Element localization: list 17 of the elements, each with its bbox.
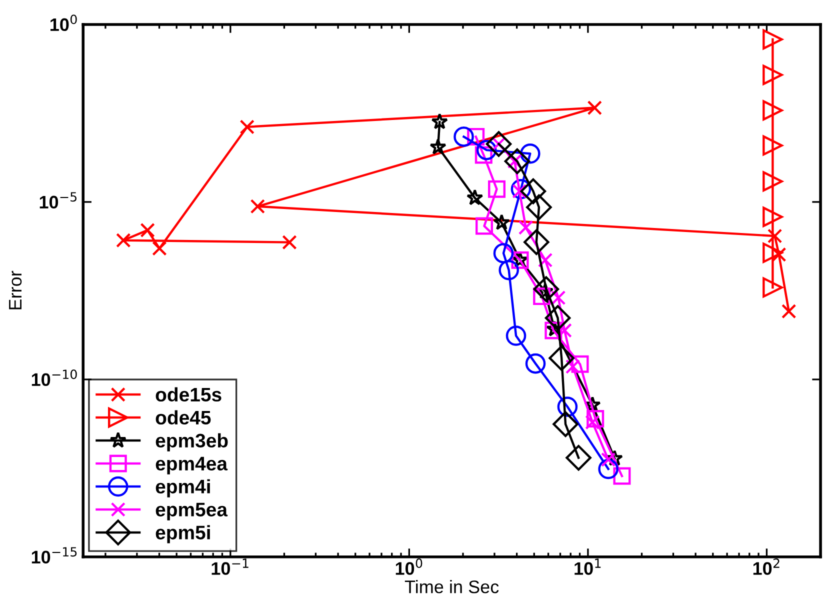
legend-label: ode45 [156,410,211,425]
x-tick-label: 10$^{0}$ [396,558,422,575]
legend-label: epm5i [156,525,210,544]
y-tick-label: 10$^{0}$ [50,14,77,32]
x-tick-label: 10$^{−1}$ [212,558,248,575]
legend-label: epm3eb [156,433,228,452]
legend-label: ode15s [156,387,222,402]
x-tick-label: 10$^{1}$ [574,558,601,575]
legend-label: epm4ea [156,456,228,474]
y-tick-label: 10$^{−10}$ [32,370,77,386]
legend-label: epm4i [156,479,210,498]
x-axis-title: Time in Sec [404,580,499,594]
y-axis-title: Error [9,270,22,310]
x-tick-label: 10$^{2}$ [753,558,780,575]
y-tick-label: 10$^{−15}$ [32,547,77,564]
legend-label: epm5ea [156,502,228,520]
y-tick-label: 10$^{−5}$ [40,192,77,209]
